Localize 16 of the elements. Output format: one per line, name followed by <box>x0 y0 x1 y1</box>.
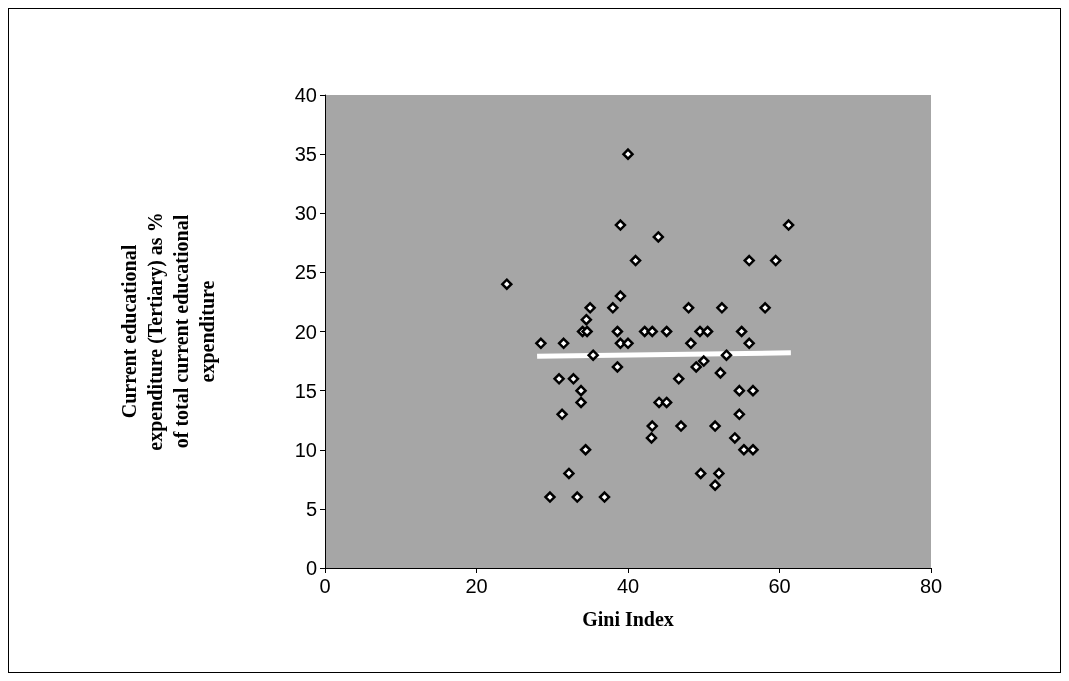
x-tick-label: 40 <box>616 575 640 597</box>
x-tick-label: 60 <box>768 575 791 597</box>
x-tick-label: 0 <box>319 575 331 597</box>
y-tick-label: 10 <box>294 438 317 461</box>
x-tick-label: 80 <box>919 575 943 597</box>
y-tick-label: 15 <box>294 379 317 402</box>
y-tick-label: 40 <box>294 84 317 106</box>
x-tick-label: 20 <box>465 575 488 597</box>
y-axis-title: Current educational expenditure (Tertiary) as % of total current educational expenditure <box>118 212 219 451</box>
y-tick-label: 25 <box>294 261 317 284</box>
x-axis-title: Gini Index <box>582 608 674 630</box>
y-tick-label: 20 <box>294 320 317 343</box>
y-tick-label: 30 <box>294 202 317 225</box>
y-tick-label: 0 <box>305 557 317 579</box>
y-tick-label: 35 <box>294 143 317 166</box>
y-tick-label: 5 <box>305 497 317 520</box>
